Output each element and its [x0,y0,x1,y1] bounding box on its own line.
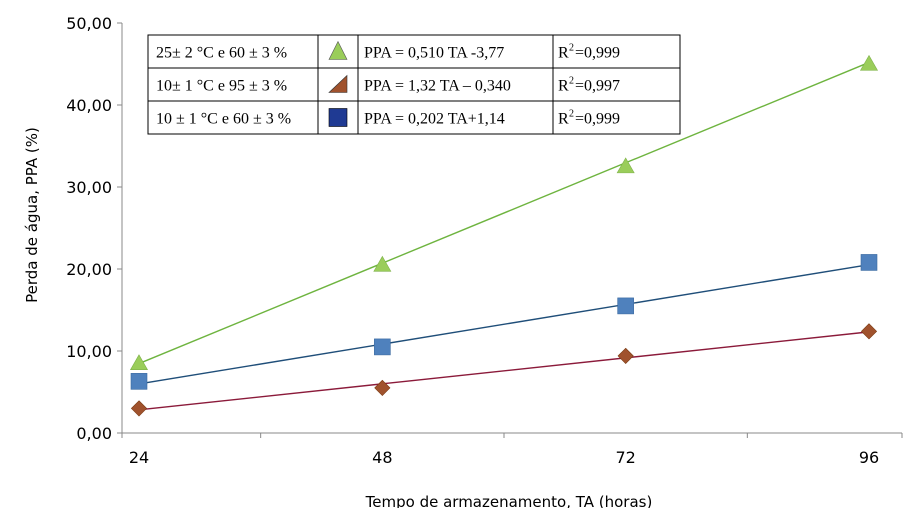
x-tick-label: 72 [615,448,635,467]
data-markers [129,54,879,417]
x-tick-label: 48 [372,448,392,467]
legend-square-icon [328,108,348,127]
data-point-series-1 [373,255,392,272]
legend-condition: 25± 2 °C e 60 ± 3 % [156,45,287,62]
data-point-series-3 [860,254,878,271]
data-point-series-1 [129,354,149,370]
legend-condition: 10± 1 °C e 95 ± 3 % [156,78,287,95]
data-point-series-1 [616,157,635,174]
legend-equation: PPA = 0,202 TA+1,14 [364,111,505,128]
fit-line-series-2 [138,331,870,411]
legend-r2-prefix: R [558,78,569,95]
x-tick-label: 24 [129,448,149,467]
legend-r2-superscript: 2 [569,43,574,54]
data-point-series-3 [130,373,148,390]
fit-line-series-3 [138,263,870,385]
data-point-series-3 [374,338,391,356]
y-tick-label: 30,00 [66,178,112,197]
legend-equation: PPA = 0,510 TA -3,77 [364,45,504,62]
legend-r2-value: =0,997 [575,78,620,95]
legend-r2-prefix: R [558,111,569,128]
x-tick-label: 96 [859,448,879,467]
legend-box [147,34,681,135]
data-point-series-3 [617,297,634,315]
data-point-series-1 [859,54,879,71]
legend-r2-prefix: R [558,45,569,62]
y-tick-label: 0,00 [76,424,112,443]
legend-triangle-icon [328,40,348,60]
fit-line-series-1 [138,61,870,365]
data-point-series-2 [374,379,391,396]
legend-r2-value: =0,999 [575,45,620,62]
legend: 25± 2 °C e 60 ± 3 % PPA = 0,510 TA -3,77 R… [147,34,681,135]
y-axis-title: Perda de água, PPA (%) [23,127,41,303]
axes: 0,00 10,00 20,00 30,00 40,00 50,00 24 48 72 96 [66,14,903,467]
legend-condition: 10 ± 1 °C e 60 ± 3 % [156,111,291,128]
y-tick-label: 20,00 [66,260,112,279]
y-tick-label: 10,00 [66,342,112,361]
legend-r2-superscript: 2 [569,109,574,120]
data-point-series-2 [617,347,634,364]
legend-diamond-icon [328,74,348,93]
data-point-series-2 [130,400,148,417]
y-tick-label: 50,00 [66,14,112,33]
y-tick-label: 40,00 [66,96,112,115]
legend-r2-value: =0,999 [575,111,620,128]
data-point-series-2 [860,323,878,340]
x-axis-title: Tempo de armazenamento, TA (horas) [365,493,653,508]
legend-r2-superscript: 2 [569,76,574,87]
legend-equation: PPA = 1,32 TA – 0,340 [364,78,511,95]
fit-lines [138,61,870,411]
